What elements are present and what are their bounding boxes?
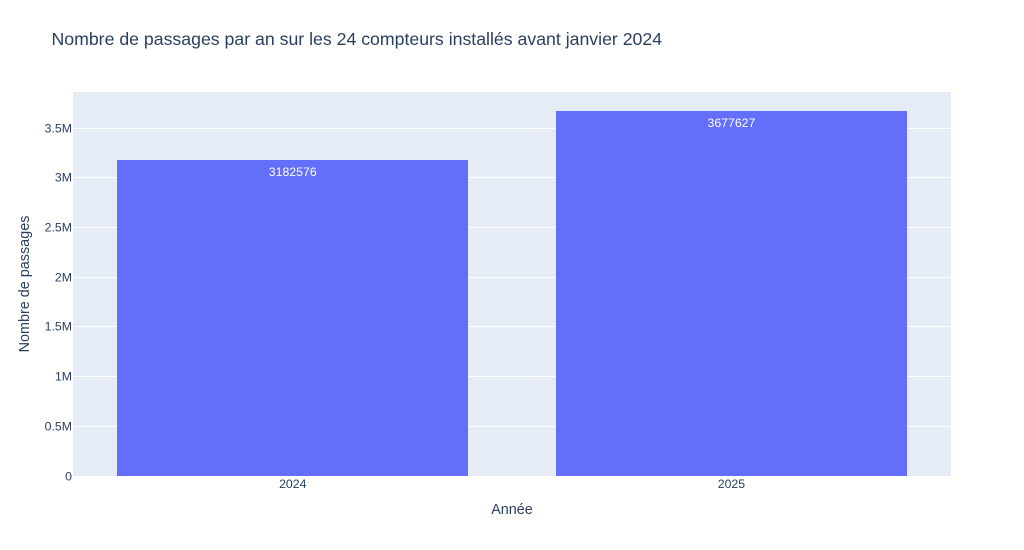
gridline [73, 127, 951, 129]
x-tick-label: 2025 [717, 476, 746, 491]
y-tick-label: 0 [65, 469, 72, 483]
y-tick-label: 1M [54, 369, 72, 384]
plot-area[interactable]: 3182576 3677627 [73, 92, 951, 476]
x-axis-title: Année [491, 501, 533, 518]
y-tick-label: 0.5M [44, 419, 72, 434]
gridline [73, 276, 951, 278]
bar-2024[interactable]: 3182576 [117, 159, 469, 476]
x-tick-label: 2024 [279, 476, 307, 491]
gridline [73, 376, 951, 378]
y-tick-label: 2M [54, 270, 72, 285]
gridline [73, 177, 951, 179]
y-tick-label: 2.5M [44, 220, 72, 235]
y-axis-title: Nombre de passages [16, 215, 33, 352]
gridline [73, 425, 951, 427]
y-tick-label: 1.5M [44, 319, 72, 334]
bar-value-label: 3182576 [268, 165, 317, 180]
gridline [73, 227, 951, 229]
gridline [73, 326, 951, 328]
y-tick-label: 3M [54, 170, 72, 185]
bar-value-label: 3677627 [707, 115, 756, 130]
y-tick-label: 3.5M [44, 121, 72, 136]
bar-2025[interactable]: 3677627 [555, 110, 907, 476]
chart-title: Nombre de passages par an sur les 24 com… [51, 28, 663, 49]
